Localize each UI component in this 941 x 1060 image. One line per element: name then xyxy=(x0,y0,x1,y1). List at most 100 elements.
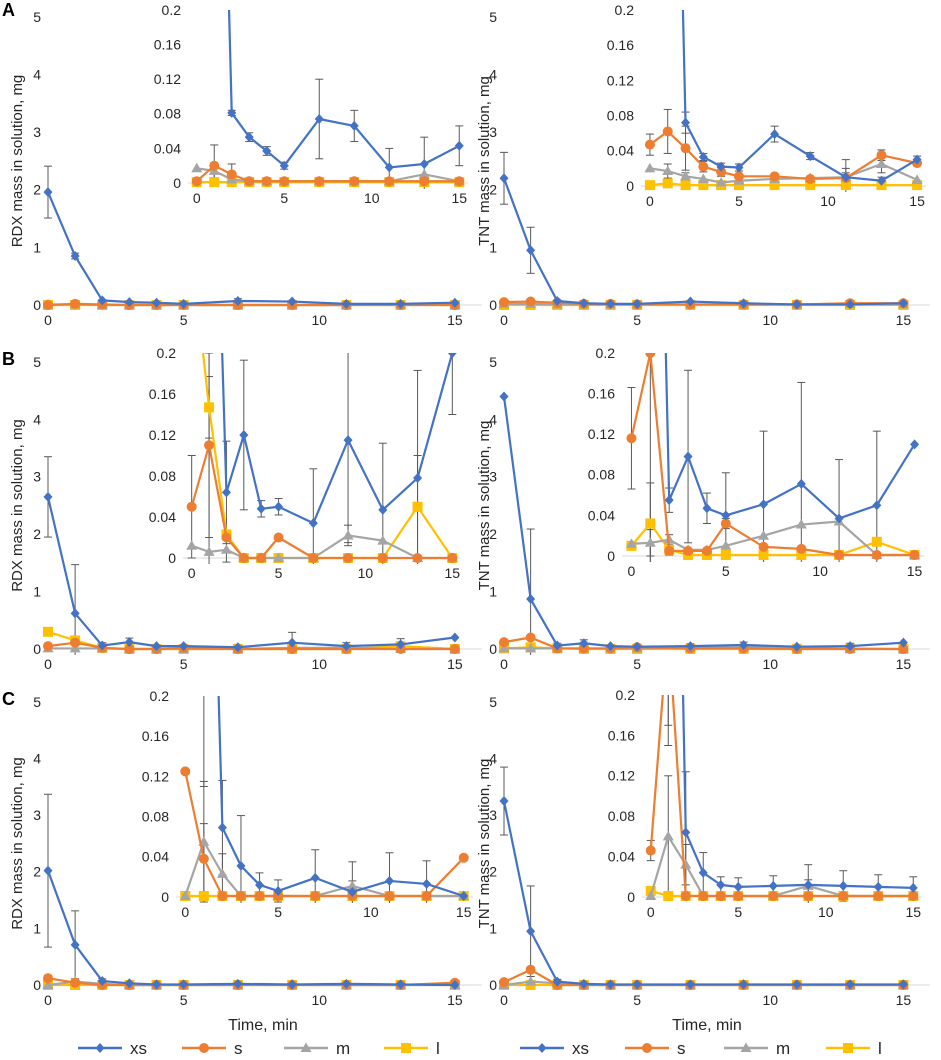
inset-1-point-m xyxy=(875,158,887,168)
inset-0-point-m xyxy=(418,168,430,179)
inset-3-point-xs xyxy=(664,495,674,506)
main-2-point-s xyxy=(287,644,298,654)
inset-4-point-xs xyxy=(347,886,357,897)
inset-5-ytick-label: 0.12 xyxy=(608,768,635,784)
inset-4-ytick-label: 0.16 xyxy=(142,728,169,744)
inset-4-point-xs xyxy=(236,860,246,871)
inset-3-xtick-label: 10 xyxy=(812,563,828,579)
inset-0-point-xs xyxy=(227,107,237,118)
legend-label-s: s xyxy=(234,1039,243,1058)
main-4-point-xs xyxy=(287,979,297,990)
main-2-ytick-label: 5 xyxy=(33,354,41,370)
inset-4-point-xs xyxy=(217,822,227,833)
main-5-point-xs xyxy=(552,976,562,987)
main-1-ytick-label: 5 xyxy=(489,9,497,25)
legend-item-m: m xyxy=(724,1039,790,1058)
main-4-point-xs xyxy=(70,939,80,950)
inset-3-point-s xyxy=(683,545,694,556)
main-3-plot-area xyxy=(498,391,909,655)
inset-5-ytick-label: 0 xyxy=(627,889,635,905)
inset-5-point-s xyxy=(838,890,849,901)
main-1-point-xs xyxy=(632,298,642,309)
inset-1-ytick-label: 0 xyxy=(626,178,634,194)
inset-1-point-s xyxy=(805,173,816,184)
main-5-point-xs xyxy=(606,979,615,990)
main-1-point-xs xyxy=(739,298,749,309)
inset-0-point-xs xyxy=(314,113,324,124)
main-2-ytick-label: 3 xyxy=(33,469,41,485)
inset-0-point-s xyxy=(244,176,255,187)
main-1-series-line-xs xyxy=(502,177,904,306)
main-2-point-xs xyxy=(43,491,53,502)
main-2-point-xs xyxy=(341,641,351,652)
main-5-point-m xyxy=(525,976,537,986)
inset-1-point-m xyxy=(662,165,674,176)
inset-3-point-s xyxy=(796,543,807,554)
inset-4-point-l xyxy=(198,890,209,901)
inset-2-point-m xyxy=(220,544,232,554)
main-3-xtick-label: 10 xyxy=(762,656,778,672)
inset-4-point-s xyxy=(384,890,395,901)
main-4-point-xs xyxy=(97,976,107,987)
inset-0-xtick-label: 5 xyxy=(280,190,288,206)
main-0-point-xs xyxy=(97,295,107,306)
main-4-ytick-label: 4 xyxy=(33,751,41,767)
inset-3-point-xs xyxy=(721,510,731,521)
main-2-point-s xyxy=(449,644,460,654)
y-axis-label: RDX mass in solution, mg xyxy=(9,757,26,930)
inset-2-point-s xyxy=(308,553,319,563)
inset-4-point-s xyxy=(254,890,265,901)
inset-5-xtick-label: 5 xyxy=(734,904,742,920)
inset-5-point-xs xyxy=(733,881,743,892)
main-2-point-xs xyxy=(152,641,161,652)
inset-5-point-xs xyxy=(698,867,708,878)
inset-5-xtick-label: 15 xyxy=(905,904,921,920)
legend-label-xs: xs xyxy=(130,1039,147,1058)
inset-0-point-s xyxy=(226,169,237,180)
legend-label-m: m xyxy=(776,1039,790,1058)
inset-2-point-l xyxy=(204,402,215,413)
inset-3-point-xs xyxy=(834,513,844,524)
main-5-point-xs xyxy=(632,979,642,990)
inset-2-point-xs xyxy=(413,473,423,484)
legend-marker-s xyxy=(199,1043,209,1053)
inset-chart-a-rdx: 0 0.04 0.08 0.12 0.16 0.2 0 5 10 15 xyxy=(154,2,468,206)
main-4-xtick-label: 15 xyxy=(447,992,463,1008)
main-2-ytick-label: 4 xyxy=(33,411,41,427)
inset-3-xtick-label: 15 xyxy=(907,563,923,579)
main-5-point-xs xyxy=(739,979,749,990)
inset-5-point-m xyxy=(662,830,674,841)
main-4-point-m xyxy=(42,979,54,989)
inset-1-point-xs xyxy=(841,172,851,183)
inset-5-xtick-label: 10 xyxy=(818,904,834,920)
inset-3-point-l xyxy=(871,536,882,547)
main-4-xtick-label: 10 xyxy=(311,992,327,1008)
inset-1-point-m xyxy=(680,170,692,181)
inset-5-point-s xyxy=(803,890,814,901)
inset-2-point-s xyxy=(447,553,458,563)
inset-5-ytick-label: 0.16 xyxy=(608,727,635,743)
y-axis-label: TNT mass in solution, mg xyxy=(476,421,493,591)
inset-4-point-s xyxy=(180,766,191,777)
main-3-point-xs xyxy=(579,638,589,649)
inset-3-xtick-label: 5 xyxy=(722,563,730,579)
main-4-point-xs xyxy=(396,979,406,990)
x-axis-label-right: Time, min xyxy=(672,1017,742,1034)
inset-2-point-s xyxy=(238,553,249,563)
main-5-xtick-label: 10 xyxy=(762,992,778,1008)
main-3-point-m xyxy=(498,642,510,653)
legend-item-s: s xyxy=(625,1039,686,1058)
main-0-point-xs xyxy=(70,251,80,262)
main-2-ytick-label: 2 xyxy=(33,526,41,542)
inset-0-point-s xyxy=(261,176,272,187)
main-2-point-s xyxy=(43,641,53,652)
inset-0-xtick-label: 15 xyxy=(451,190,467,206)
main-4-point-xs xyxy=(450,980,460,990)
inset-1-ytick-label: 0.12 xyxy=(607,72,634,88)
inset-3-point-l xyxy=(645,518,656,529)
main-5-ytick-label: 2 xyxy=(489,864,497,880)
main-0-point-s xyxy=(70,298,81,309)
main-5-point-xs xyxy=(579,978,589,989)
inset-3-point-m xyxy=(758,530,770,540)
